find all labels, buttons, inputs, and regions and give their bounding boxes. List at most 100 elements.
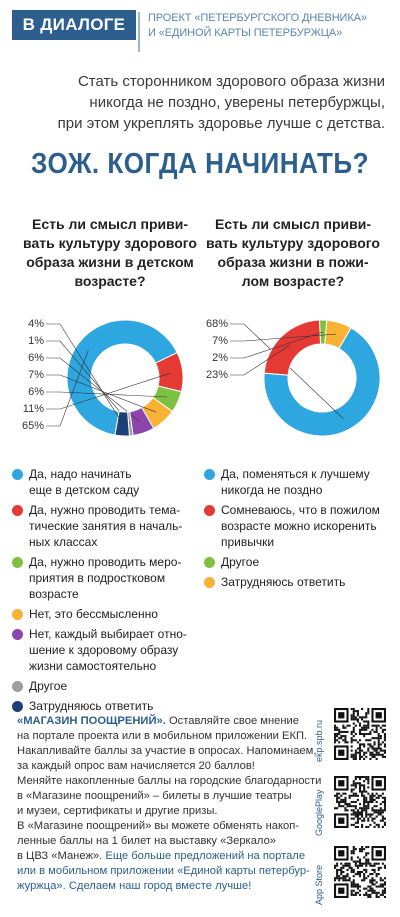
qr-module <box>352 881 355 884</box>
qr-module <box>363 879 366 882</box>
qr-module <box>371 800 374 804</box>
qr-module <box>377 751 380 754</box>
legend-text: Затрудняюсь ответить <box>29 699 154 713</box>
qr-module <box>350 883 353 886</box>
question-1-line-1: Есть ли смысл приви- <box>31 216 189 232</box>
qr-code-appstore[interactable] <box>334 846 386 898</box>
qr-module <box>363 877 366 880</box>
qr-module <box>383 805 386 808</box>
qr-module <box>352 735 355 738</box>
qr-module <box>358 745 362 748</box>
qr-module <box>352 712 355 715</box>
qr-module <box>352 860 355 863</box>
chart1-label-kinder: 65% <box>21 420 44 432</box>
qr-module <box>375 811 378 814</box>
qr-module <box>342 864 345 867</box>
legend-item: Да, надо начинать еще в детском саду <box>12 466 198 498</box>
qr-finder <box>375 780 382 787</box>
qr-module <box>373 798 376 801</box>
qr-module <box>336 726 339 729</box>
intro-line-2: никогда не поздно, уверены петербуржцы, <box>89 94 385 111</box>
qr-module <box>381 885 384 888</box>
qr-module <box>356 747 359 750</box>
qr-module <box>340 798 343 801</box>
qr-module <box>356 866 359 869</box>
qr-module <box>381 893 384 896</box>
qr-module <box>377 745 380 748</box>
qr-module <box>352 879 355 882</box>
qr-module <box>361 825 364 828</box>
qr-module <box>363 728 366 731</box>
qr-module <box>338 737 341 740</box>
qr-module <box>365 887 368 890</box>
qr-module <box>377 891 380 894</box>
qr-module <box>377 862 380 865</box>
qr-module <box>369 873 372 876</box>
store-text: и музеи, сертификаты и другие призы. <box>17 805 218 817</box>
qr-module <box>350 716 353 719</box>
qr-module <box>371 745 374 748</box>
qr-module <box>358 858 362 861</box>
store-link-text: Еще больше предложений на портале <box>105 850 306 862</box>
qr-module <box>352 792 355 795</box>
qr-module <box>352 722 355 725</box>
qr-module <box>363 751 366 754</box>
qr-module <box>367 776 370 779</box>
qr-module <box>358 784 362 787</box>
donut-slice-doubt <box>263 319 322 376</box>
qr-finder <box>338 850 345 857</box>
qr-module <box>352 726 355 729</box>
qr-module <box>346 805 349 808</box>
qr-module <box>352 868 355 871</box>
qr-module <box>373 889 376 892</box>
qr-module <box>352 823 355 826</box>
legend-dot <box>12 609 23 620</box>
donut-slice-kinder <box>66 319 178 436</box>
qr-module <box>350 784 353 787</box>
qr-module <box>375 873 378 876</box>
qr-module <box>365 732 368 736</box>
qr-module <box>354 753 357 756</box>
qr-module <box>356 864 359 867</box>
qr-module <box>369 800 372 804</box>
qr-module <box>338 879 341 882</box>
qr-module <box>336 735 339 738</box>
qr-module <box>383 823 386 826</box>
qr-module <box>377 813 380 816</box>
qr-module <box>348 862 351 865</box>
leader-line-kinder <box>46 350 89 427</box>
qr-module <box>363 720 366 723</box>
qr-module <box>383 877 386 880</box>
qr-module <box>354 821 357 824</box>
qr-module <box>363 732 366 736</box>
leader-line-self <box>46 357 141 422</box>
qr-module <box>367 800 370 804</box>
qr-module <box>354 848 357 851</box>
qr-module <box>352 780 355 783</box>
qr-module <box>344 879 347 882</box>
qr-module <box>365 813 368 816</box>
qr-module <box>350 737 353 740</box>
qr-module <box>344 726 347 729</box>
qr-module <box>379 893 382 896</box>
qr-module <box>350 866 353 869</box>
qr-module <box>363 868 366 871</box>
qr-module <box>354 862 357 865</box>
legend-text: Да, надо начинать <box>29 467 132 481</box>
qr-module <box>356 714 359 717</box>
qr-code-googleplay[interactable] <box>334 776 386 828</box>
qr-module <box>336 798 339 801</box>
qr-module <box>381 753 384 756</box>
legend-text: привычки <box>221 535 275 549</box>
qr-module <box>352 848 355 851</box>
qr-module <box>338 730 341 733</box>
qr-module <box>371 864 374 867</box>
qr-module <box>338 741 341 744</box>
qr-code-site[interactable] <box>334 708 386 760</box>
qr-module <box>369 730 372 733</box>
qr-module <box>334 724 337 727</box>
qr-module <box>361 794 364 797</box>
qr-module <box>379 809 382 812</box>
qr-module <box>334 879 337 882</box>
qr-module <box>379 879 382 882</box>
